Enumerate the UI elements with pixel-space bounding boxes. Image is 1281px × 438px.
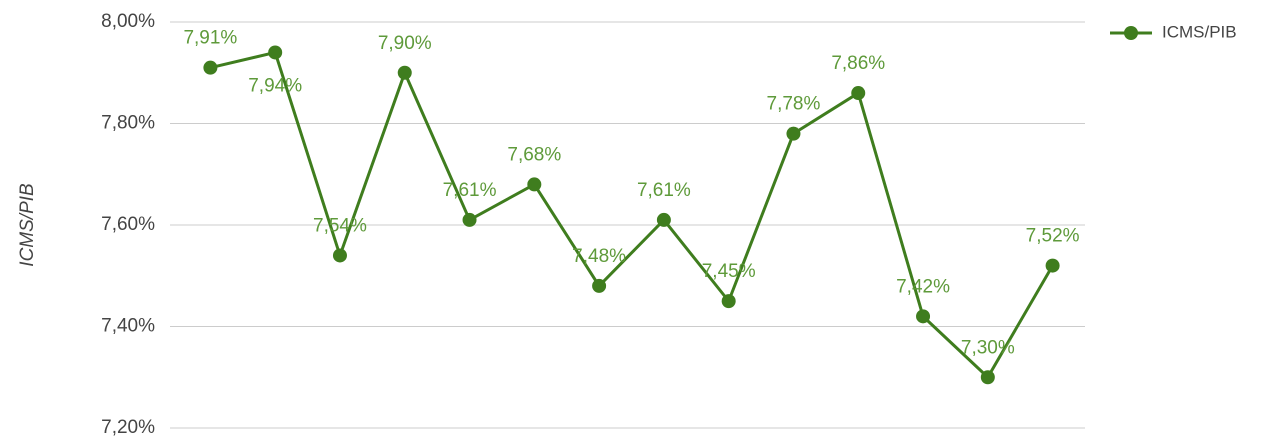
data-point xyxy=(656,212,671,227)
data-point xyxy=(1045,258,1060,273)
data-point xyxy=(462,212,477,227)
data-label: 7,90% xyxy=(378,33,432,54)
y-axis-title: ICMS/PIB xyxy=(17,183,38,267)
legend-marker xyxy=(1124,26,1138,40)
data-label: 7,52% xyxy=(1026,226,1080,247)
data-label: 7,42% xyxy=(896,276,950,297)
data-point xyxy=(592,278,607,293)
data-label: 7,91% xyxy=(183,28,237,49)
data-label: 7,86% xyxy=(831,53,885,74)
data-point xyxy=(786,126,801,141)
data-point xyxy=(268,45,283,60)
data-label: 7,94% xyxy=(248,75,302,96)
y-tick-label: 8,00% xyxy=(101,11,155,32)
series-line xyxy=(210,50,1054,379)
data-label: 7,48% xyxy=(572,246,626,267)
data-point xyxy=(527,177,542,192)
y-tick-label: 7,80% xyxy=(101,113,155,134)
data-label: 7,45% xyxy=(702,261,756,282)
data-label: 7,68% xyxy=(507,144,561,165)
y-tick-label: 7,40% xyxy=(101,316,155,337)
y-tick-label: 7,20% xyxy=(101,417,155,438)
data-point xyxy=(980,370,995,385)
data-point xyxy=(721,294,736,309)
data-label: 7,61% xyxy=(637,180,691,201)
legend-label: ICMS/PIB xyxy=(1162,22,1237,41)
data-label: 7,61% xyxy=(443,180,497,201)
data-label: 7,78% xyxy=(767,94,821,115)
data-label: 7,54% xyxy=(313,215,367,236)
data-label: 7,30% xyxy=(961,337,1015,358)
data-point xyxy=(916,309,931,324)
data-point xyxy=(851,86,866,101)
y-tick-label: 7,60% xyxy=(101,214,155,235)
data-point xyxy=(332,248,347,263)
data-point xyxy=(397,65,412,80)
data-point xyxy=(203,60,218,75)
